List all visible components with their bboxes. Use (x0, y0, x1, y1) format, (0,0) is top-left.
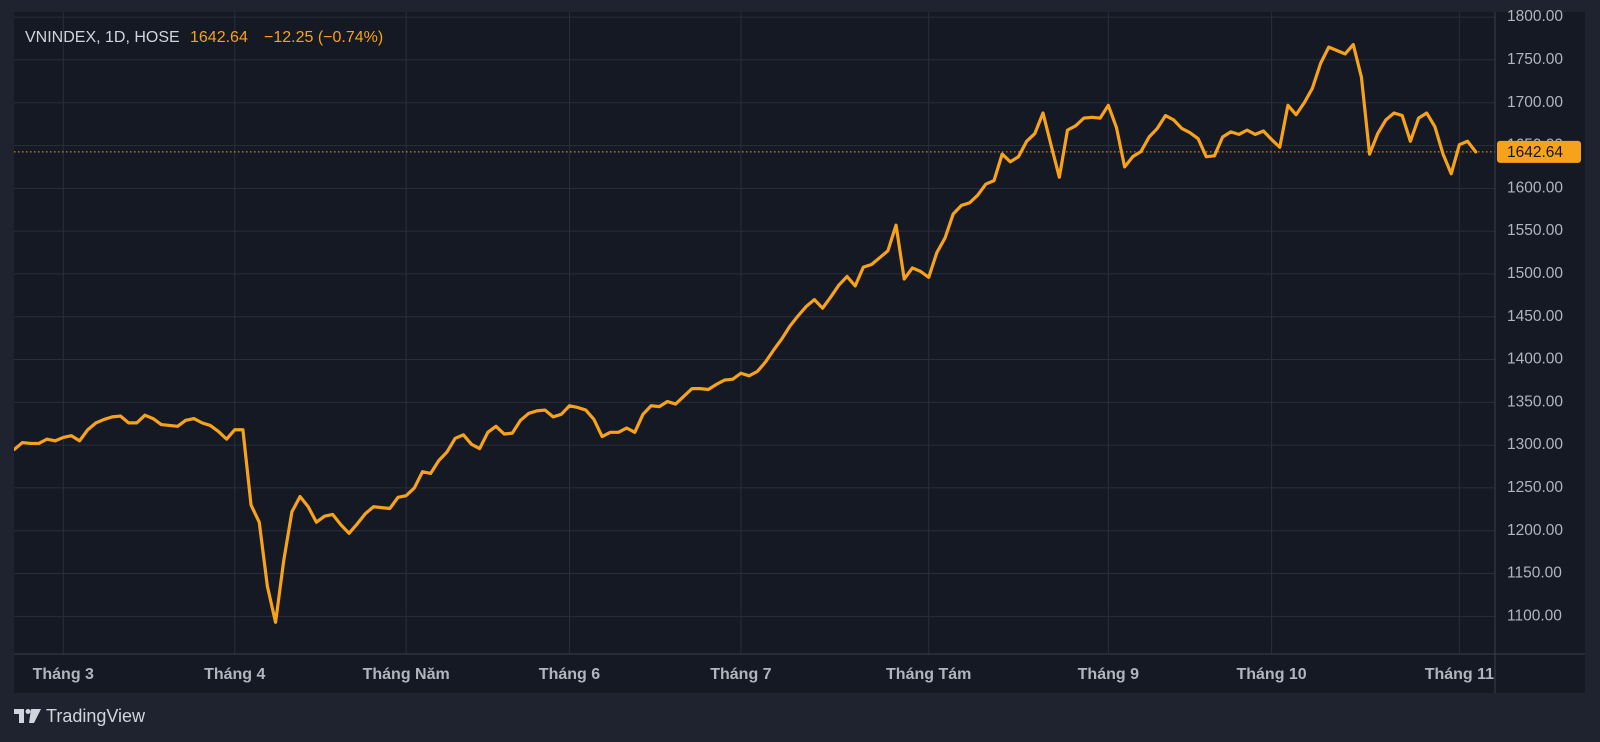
time-axis: Tháng 3 Tháng 4 Tháng Năm Tháng 6 Tháng 7 Thá… (33, 666, 1495, 683)
y-tick-label: 1300.00 (1507, 436, 1563, 453)
y-tick-label: 1800.00 (1507, 8, 1563, 25)
x-tick-label: Tháng 7 (710, 666, 771, 683)
y-tick-label: 1250.00 (1507, 479, 1563, 496)
brand-logo-slash (29, 709, 41, 723)
x-tick-label: Tháng Tám (886, 666, 971, 683)
price-change: −12.25 (−0.74%) (264, 29, 383, 46)
price-line (14, 42, 1478, 624)
x-tick-label: Tháng 9 (1078, 666, 1139, 683)
y-tick-label: 1450.00 (1507, 308, 1563, 325)
chart-panel (14, 12, 1585, 693)
y-tick-label: 1400.00 (1507, 351, 1563, 368)
last-price-label: 1642.64 (1507, 144, 1563, 161)
y-tick-label: 1150.00 (1507, 565, 1562, 582)
brand-name: TradingView (46, 706, 146, 726)
y-tick-label: 1500.00 (1507, 265, 1563, 282)
x-tick-label: Tháng 6 (539, 666, 600, 683)
x-tick-label: Tháng 11 (1425, 666, 1494, 683)
y-tick-label: 1750.00 (1507, 51, 1563, 68)
brand-logo (14, 709, 24, 723)
symbol: VNINDEX, 1D, HOSE (25, 29, 180, 46)
y-tick-label: 1700.00 (1507, 94, 1563, 111)
plot-area (14, 42, 1495, 624)
x-tick-label: Tháng 10 (1236, 666, 1306, 683)
y-tick-label: 1550.00 (1507, 222, 1563, 239)
y-tick-label: 1100.00 (1507, 607, 1562, 624)
last-price: 1642.64 (190, 29, 248, 46)
brand[interactable]: TradingView (14, 706, 146, 726)
x-tick-label: Tháng Năm (363, 666, 450, 683)
y-tick-label: 1200.00 (1507, 522, 1563, 539)
x-tick-label: Tháng 3 (33, 666, 94, 683)
x-tick-label: Tháng 4 (204, 666, 265, 683)
price-axis: 1100.00 1150.00 1200.00 1250.00 1300.00 1350.… (1497, 8, 1581, 624)
legend: VNINDEX, 1D, HOSE 1642.64 −12.25 (−0.74%… (25, 29, 383, 46)
y-tick-label: 1600.00 (1507, 179, 1563, 196)
brand-logo-dot (25, 709, 31, 714)
last-price-badge (1497, 140, 1581, 163)
y-tick-label: 1350.00 (1507, 393, 1563, 410)
